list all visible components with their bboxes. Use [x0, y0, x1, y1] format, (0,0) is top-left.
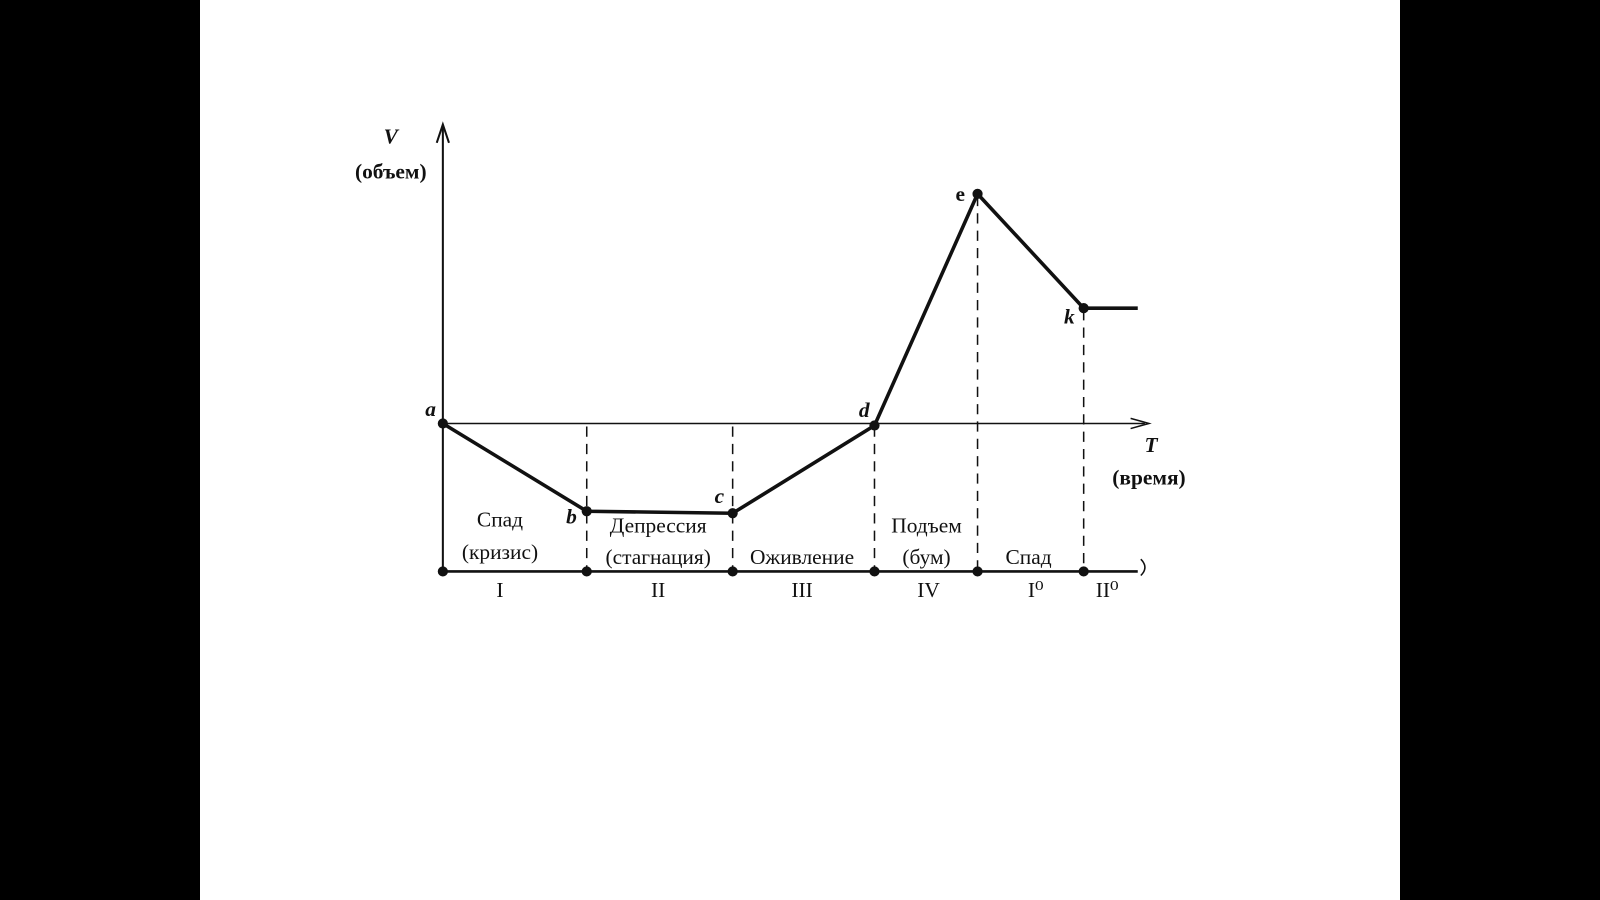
- x-label: T: [1144, 433, 1158, 457]
- phase-label: (стагнация): [605, 545, 710, 569]
- dot: [869, 420, 880, 431]
- point-label: e: [955, 182, 965, 206]
- y-label: V: [384, 125, 400, 149]
- dot: [1078, 303, 1089, 314]
- dot: [727, 508, 738, 519]
- dot: [869, 566, 880, 577]
- phase-label: Спад: [1006, 545, 1052, 569]
- bracket: [1140, 558, 1146, 577]
- x-arrow: [1130, 417, 1152, 430]
- dot: [437, 418, 448, 429]
- phase-label: Подъем: [891, 513, 962, 537]
- slide: [200, 0, 1400, 900]
- dot: [1078, 566, 1089, 577]
- dot: [972, 566, 983, 577]
- dots: [437, 188, 1089, 577]
- point-label: b: [566, 504, 577, 528]
- point-label: d: [859, 398, 870, 422]
- dot: [437, 566, 448, 577]
- phase-numeral: IV: [917, 578, 940, 602]
- dot: [727, 566, 738, 577]
- phase-label: (кризис): [462, 540, 538, 564]
- y-caption: (объем): [355, 159, 427, 183]
- point-label: k: [1064, 304, 1075, 328]
- phase-numeral: II: [651, 578, 665, 602]
- phase-label: Спад: [477, 507, 523, 531]
- phase-label: (бум): [902, 545, 950, 569]
- phase-numeral: III: [791, 578, 812, 602]
- point-label: c: [715, 484, 725, 508]
- dot: [581, 566, 592, 577]
- axes: [435, 121, 1152, 577]
- phase-numeral: II⁰: [1096, 578, 1119, 602]
- phase-numeral: I⁰: [1028, 578, 1044, 602]
- x-caption: (время): [1112, 466, 1185, 490]
- phase-label: Оживление: [750, 545, 854, 569]
- dot: [972, 188, 983, 199]
- phase-label: Депрессия: [610, 513, 707, 537]
- phase-numeral: I: [496, 578, 503, 602]
- dividers: [585, 195, 1085, 570]
- dot: [581, 506, 592, 517]
- point-label: a: [425, 397, 436, 421]
- y-arrow: [435, 121, 450, 144]
